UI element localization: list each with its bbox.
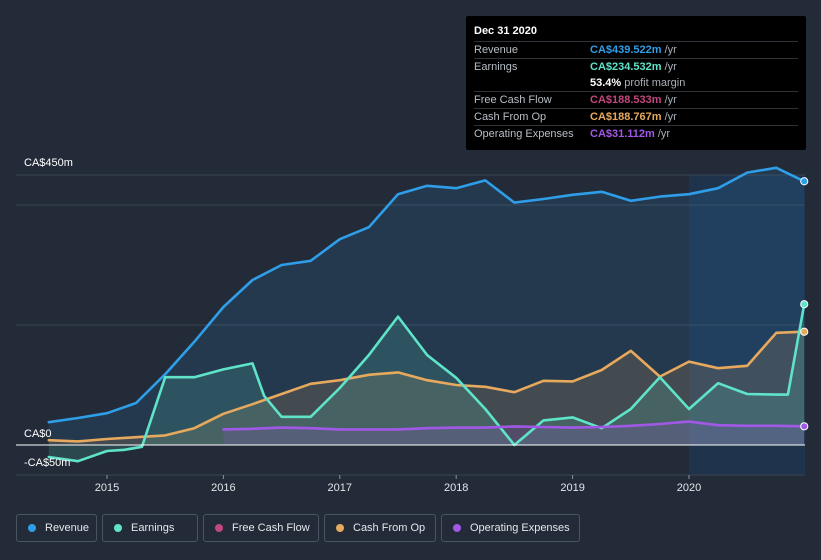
tooltip-row-unit: /yr [664, 61, 677, 73]
tooltip-row-label: Cash From Op [474, 111, 547, 123]
tooltip-row: Free Cash Flow CA$188.533m/yr [474, 91, 798, 108]
tooltip-row-label: Earnings [474, 61, 518, 73]
tooltip-row-label: Free Cash Flow [474, 94, 552, 106]
x-tick-label-2019: 2019 [560, 482, 584, 494]
tooltip-row-value: CA$31.112m [590, 128, 655, 140]
legend-label: Revenue [45, 522, 90, 534]
tooltip-date: Dec 31 2020 [474, 25, 537, 37]
revenue-end-point [800, 177, 809, 186]
legend-label: Operating Expenses [470, 522, 570, 534]
legend-item-operating-expenses[interactable]: Operating Expenses [441, 514, 580, 542]
legend-item-cash-from-op[interactable]: Cash From Op [324, 514, 436, 542]
tooltip-row-unit: /yr [664, 44, 677, 56]
tooltip-row-value: CA$439.522m [590, 44, 662, 56]
legend-label: Earnings [131, 522, 175, 534]
gridlines [16, 174, 805, 476]
earnings-area [48, 304, 805, 462]
tooltip-row-unit: /yr [664, 94, 677, 106]
cash-from-op-end-point [800, 327, 809, 336]
operating-expenses-area [223, 421, 805, 445]
series-areas [48, 167, 805, 462]
revenue-line [47, 166, 806, 424]
cash-from-op-area [48, 331, 805, 445]
tooltip-row-value: 53.4% [590, 77, 622, 89]
tooltip-row-label: Operating Expenses [474, 128, 574, 140]
tooltip-row-unit: /yr [664, 111, 677, 123]
x-tick-label-2018: 2018 [444, 482, 468, 494]
tooltip-row: Revenue CA$439.522m/yr [474, 41, 798, 58]
tooltip-row: Operating Expenses CA$31.112m/yr [474, 125, 798, 142]
legend-item-earnings[interactable]: Earnings [102, 514, 198, 542]
x-tick-label-2017: 2017 [328, 482, 352, 494]
legend-item-revenue[interactable]: Revenue [16, 514, 97, 542]
legend-dot-icon [453, 524, 461, 532]
y-axis-top-label: CA$450m [24, 157, 73, 169]
legend-label: Cash From Op [353, 522, 426, 534]
earnings-end-point [800, 300, 809, 309]
series-lines [47, 166, 806, 463]
tooltip-rows: Revenue CA$439.522m/yr Earnings CA$234.532m… [474, 41, 798, 142]
tooltip-row: Earnings CA$234.532m/yr [474, 58, 798, 75]
data-tooltip: Dec 31 2020 Revenue CA$439.522m/yr Earning… [466, 16, 806, 150]
tooltip-row-value: CA$188.767m [590, 111, 662, 123]
legend-dot-icon [215, 524, 223, 532]
tooltip-row-label: Revenue [474, 44, 519, 56]
legend-item-free-cash-flow[interactable]: Free Cash Flow [203, 514, 319, 542]
y-axis-zero-label: CA$0 [24, 428, 52, 440]
y-axis-bottom-label: -CA$50m [24, 457, 70, 469]
tooltip-row: 53.4% profit margin [474, 75, 798, 91]
operating-expenses-line [222, 420, 806, 431]
legend-dot-icon [114, 524, 122, 532]
x-tick-label-2020: 2020 [677, 482, 701, 494]
revenue-area [48, 167, 805, 446]
operating-expenses-end-point [800, 422, 809, 431]
x-axis-ticks: 2015 2016 2017 2018 2019 2020 [95, 475, 701, 494]
legend-dot-icon [28, 524, 36, 532]
legend-dot-icon [336, 524, 344, 532]
earnings-line [47, 303, 806, 463]
tooltip-row-value: CA$234.532m [590, 61, 662, 73]
series-end-markers [800, 177, 809, 431]
tooltip-row-unit: profit margin [624, 77, 686, 89]
tooltip-row-unit: /yr [657, 128, 671, 140]
legend-label: Free Cash Flow [232, 522, 310, 534]
tooltip-row-value: CA$188.533m [590, 94, 662, 106]
tooltip-row: Cash From Op CA$188.767m/yr [474, 108, 798, 125]
cash-from-op-line [47, 330, 806, 443]
x-tick-label-2016: 2016 [211, 482, 235, 494]
x-tick-label-2015: 2015 [95, 482, 119, 494]
